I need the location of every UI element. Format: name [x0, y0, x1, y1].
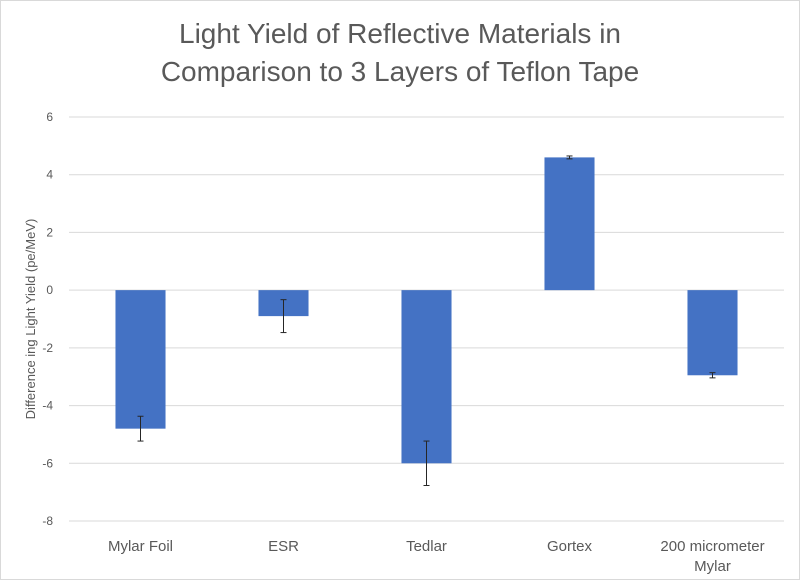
y-tick-label: 0 — [46, 283, 53, 297]
y-tick-label: 6 — [46, 110, 53, 124]
y-tick-label: 2 — [46, 225, 53, 239]
y-tick-label: -2 — [42, 341, 53, 355]
y-tick-label: 4 — [46, 168, 53, 182]
bar — [544, 157, 595, 291]
x-tick-label: 200 micrometer — [660, 538, 764, 555]
bar — [115, 290, 166, 429]
y-axis-label: Difference ing Light Yield (pe/MeV) — [23, 219, 38, 420]
y-tick-label: -4 — [42, 399, 53, 413]
bar — [687, 290, 738, 376]
x-tick-label: Tedlar — [406, 538, 447, 555]
chart-title-line-2: Comparison to 3 Layers of Teflon Tape — [160, 56, 640, 87]
x-tick-label: Mylar — [694, 558, 731, 575]
y-tick-label: -8 — [42, 514, 53, 528]
bar — [401, 290, 452, 464]
chart-title-line-1: Light Yield of Reflective Materials in — [179, 18, 621, 49]
x-tick-label: Gortex — [547, 538, 593, 555]
chart-title: Light Yield of Reflective Materials in C… — [1, 15, 799, 91]
y-tick-label: -6 — [42, 456, 53, 470]
x-tick-label: Mylar Foil — [108, 538, 173, 555]
x-tick-label: ESR — [268, 538, 299, 555]
